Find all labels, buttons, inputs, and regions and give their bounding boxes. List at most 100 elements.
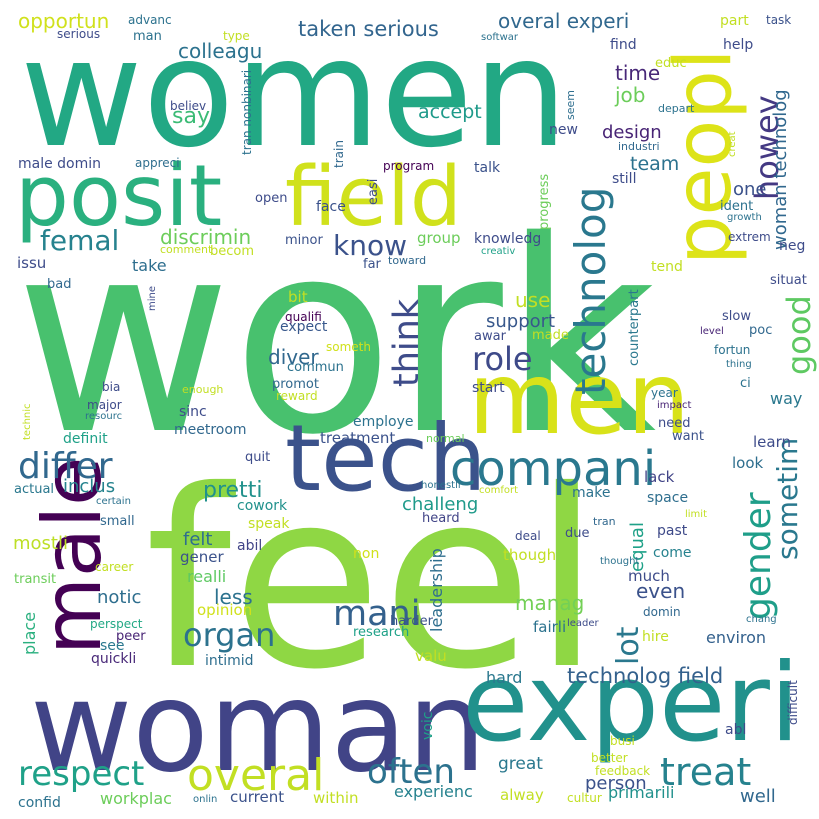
word: hard — [486, 668, 522, 687]
word: speak — [248, 516, 290, 532]
word: better — [591, 751, 628, 765]
word: deal — [515, 529, 541, 543]
word: want — [672, 429, 704, 444]
word: role — [472, 340, 533, 378]
word: fairli — [533, 618, 566, 636]
word: find — [610, 37, 637, 53]
word: talk — [474, 160, 501, 176]
word: actual — [14, 482, 54, 497]
word: team — [630, 153, 679, 175]
word: definit — [63, 431, 108, 447]
word: support — [486, 311, 555, 332]
word: woman — [30, 655, 486, 800]
word: non — [353, 546, 379, 562]
word: past — [657, 523, 688, 539]
word: hire — [642, 629, 669, 645]
word: new — [549, 122, 578, 138]
word: within — [313, 789, 359, 807]
word: promot — [272, 377, 319, 392]
word: onlin — [193, 794, 217, 805]
word: minor — [285, 233, 323, 248]
word: posit — [15, 147, 222, 246]
word: issu — [17, 254, 46, 272]
word: difficult — [786, 680, 800, 725]
word: appreci — [135, 156, 180, 170]
word: male — [26, 457, 119, 655]
word: heard — [422, 511, 460, 526]
word: one — [733, 179, 767, 200]
word: depart — [658, 102, 695, 115]
word: confid — [18, 795, 61, 811]
word: work — [15, 185, 656, 493]
word: equal — [627, 522, 648, 572]
word: reward — [276, 389, 318, 403]
word: overal experi — [498, 9, 629, 33]
word: advanc — [128, 13, 172, 27]
word: thing — [726, 359, 752, 370]
word: meetroom — [174, 422, 247, 438]
word: still — [612, 171, 636, 187]
word: slow — [722, 309, 751, 324]
word: qualifi — [285, 310, 322, 324]
word: becom — [210, 244, 254, 259]
word: knowledg — [474, 231, 541, 247]
word: limit — [685, 509, 707, 520]
word: opportun — [18, 9, 109, 33]
word: bia — [102, 380, 120, 394]
word: lack — [644, 468, 675, 486]
word: open — [255, 191, 287, 206]
word: employe — [353, 414, 414, 430]
word: women — [20, 7, 568, 181]
word: comfort — [479, 485, 518, 496]
word: treatment — [320, 429, 395, 447]
word: domin — [643, 605, 681, 619]
word: major — [87, 398, 122, 412]
word: leader — [567, 618, 600, 629]
word: abil — [237, 538, 262, 554]
word: respect — [18, 754, 144, 794]
word: tran — [593, 515, 616, 528]
word: often — [367, 752, 455, 792]
word: feedback — [595, 764, 650, 778]
word: opinion — [197, 601, 252, 619]
word: abl — [725, 722, 746, 738]
word: felt — [183, 529, 212, 550]
word: quit — [245, 450, 270, 465]
word: alway — [500, 786, 544, 804]
word: perspect — [90, 617, 143, 631]
word: made — [532, 328, 569, 343]
word: awar — [474, 329, 507, 344]
word: expect — [280, 319, 328, 335]
word: compani — [450, 441, 656, 497]
word: field — [285, 150, 462, 245]
word: believ — [170, 99, 206, 113]
word: see — [100, 638, 125, 654]
word: tend — [651, 259, 683, 275]
word: gender — [738, 492, 779, 620]
word: man — [133, 29, 162, 44]
word: normal — [426, 432, 465, 445]
word: leadership — [427, 548, 446, 632]
word: peopl — [659, 49, 749, 265]
word: colleagu — [178, 39, 262, 63]
word: program — [383, 159, 434, 173]
word: gener — [180, 548, 224, 566]
word: discrimin — [160, 225, 251, 249]
word: far — [363, 257, 382, 272]
word: diver — [268, 345, 319, 369]
word: learn — [753, 433, 791, 451]
word: person — [585, 773, 647, 794]
word: career — [95, 560, 133, 574]
word: enough — [182, 383, 223, 396]
word: less — [214, 585, 253, 609]
word: experienc — [394, 782, 473, 801]
word: challeng — [402, 494, 478, 515]
word: well — [740, 786, 776, 807]
word: male domin — [18, 156, 101, 172]
word: femal — [40, 224, 119, 257]
word: commun — [287, 360, 344, 375]
word: need — [658, 416, 691, 431]
word: fortun — [714, 343, 750, 357]
